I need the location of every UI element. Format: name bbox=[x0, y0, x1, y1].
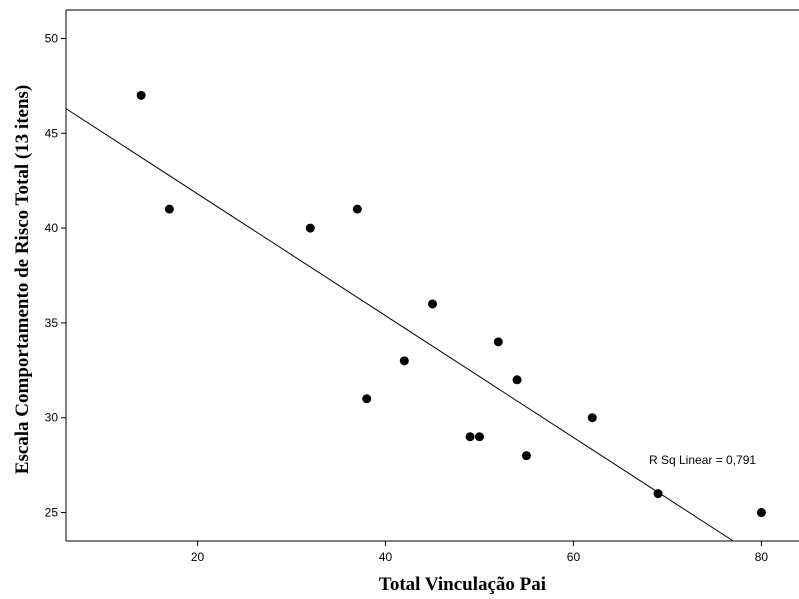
data-point bbox=[512, 375, 522, 385]
y-tick-label: 50 bbox=[45, 31, 59, 45]
y-tick-label: 30 bbox=[45, 411, 59, 425]
x-tick-label: 60 bbox=[567, 550, 581, 564]
ticks: 20 40 60 80 25 30 35 40 45 50 bbox=[45, 31, 769, 564]
y-axis-title: Escala Comportamento de Risco Total (13 … bbox=[12, 85, 33, 474]
data-point bbox=[399, 356, 409, 366]
x-tick-label: 80 bbox=[755, 550, 769, 564]
data-point bbox=[474, 432, 484, 442]
data-point bbox=[653, 489, 663, 499]
data-point bbox=[493, 337, 503, 347]
regression-line bbox=[65, 108, 734, 542]
r-squared-annotation: R Sq Linear = 0,791 bbox=[649, 453, 756, 467]
axes bbox=[65, 9, 799, 542]
x-tick-label: 40 bbox=[379, 550, 393, 564]
data-point bbox=[164, 204, 174, 214]
data-point bbox=[587, 413, 597, 423]
data-point bbox=[352, 204, 362, 214]
data-point bbox=[428, 299, 437, 309]
x-tick-label: 20 bbox=[191, 550, 205, 564]
x-axis-title: Total Vinculação Pai bbox=[379, 574, 546, 595]
data-point bbox=[521, 451, 531, 461]
data-point bbox=[756, 508, 766, 518]
y-tick-label: 25 bbox=[45, 506, 59, 520]
y-tick-label: 35 bbox=[45, 316, 59, 330]
y-tick-label: 40 bbox=[45, 221, 59, 235]
fit-line-layer bbox=[65, 108, 734, 542]
points-layer bbox=[136, 90, 766, 518]
data-point bbox=[465, 432, 475, 442]
data-point bbox=[136, 90, 146, 100]
data-point bbox=[362, 394, 372, 404]
y-tick-label: 45 bbox=[45, 126, 59, 140]
data-point bbox=[305, 223, 315, 233]
